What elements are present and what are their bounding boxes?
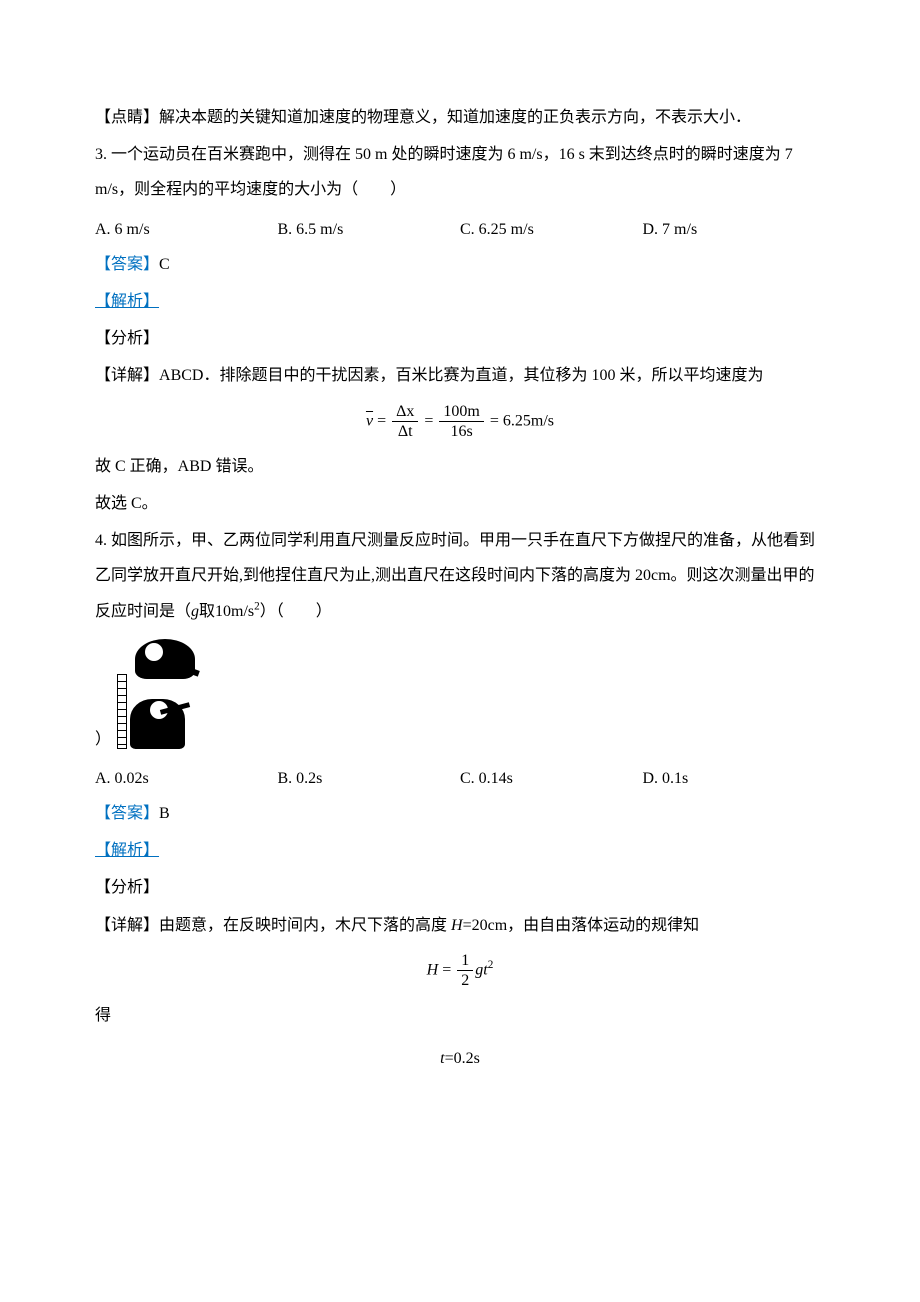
q4-g-value: 10m/s bbox=[215, 603, 254, 620]
q3-stem: 3. 一个运动员在百米赛跑中，测得在 50 m 处的瞬时速度为 6 m/s，16… bbox=[95, 137, 825, 207]
q4-stem: 4. 如图所示，甲、乙两位同学利用直尺测量反应时间。甲用一只手在直尺下方做捏尺的… bbox=[95, 523, 825, 629]
q3-conclusion1: 故 C 正确，ABD 错误。 bbox=[95, 449, 825, 484]
q3-number: 3. bbox=[95, 146, 107, 163]
q4-answer-value: B bbox=[159, 805, 170, 822]
q3-formula: v = Δx Δt = 100m 16s = 6.25m/s bbox=[95, 402, 825, 441]
q3-conclusion2: 故选 C。 bbox=[95, 486, 825, 521]
q3-option-a: A. 6 m/s bbox=[95, 212, 278, 247]
q3-detail-label: 【详解】 bbox=[95, 367, 159, 384]
q4-result-text: =0.2s bbox=[445, 1050, 480, 1067]
q3-option-d: D. 7 m/s bbox=[643, 212, 826, 247]
q4-figure-bracket: ） bbox=[95, 722, 111, 757]
q4-figure-row: ） bbox=[95, 631, 825, 757]
q4-detail-post: =20cm，由自由落体运动的规律知 bbox=[463, 917, 700, 934]
q4-g-text: 取 bbox=[199, 603, 215, 620]
q2-remark: 【点睛】解决本题的关键知道加速度的物理意义，知道加速度的正负表示方向，不表示大小… bbox=[95, 100, 825, 135]
q3-formula-result: 6.25m/s bbox=[503, 412, 554, 429]
q4-jiexi-label: 【解析】 bbox=[95, 833, 825, 868]
q3-frac1-num: Δx bbox=[392, 402, 418, 422]
q4-stem-part2: ）（ ） bbox=[260, 603, 332, 620]
q3-fenxi-label: 【分析】 bbox=[95, 321, 825, 356]
q4-result: t=0.2s bbox=[95, 1041, 825, 1076]
q4-formula-lhs: H bbox=[427, 961, 439, 978]
q3-option-b: B. 6.5 m/s bbox=[278, 212, 461, 247]
q4-detail-label: 【详解】 bbox=[95, 917, 159, 934]
q4-formula-eq: = bbox=[438, 961, 455, 978]
q3-detail-prefix: ABCD．排除题目中的干扰因素，百米比赛为直道，其位移为 100 米，所以平均速… bbox=[159, 367, 763, 384]
q4-fenxi-label: 【分析】 bbox=[95, 870, 825, 905]
q4-illustration bbox=[115, 639, 205, 749]
q4-options: A. 0.02s B. 0.2s C. 0.14s D. 0.1s bbox=[95, 761, 825, 796]
q4-formula-exp: 2 bbox=[488, 959, 494, 971]
q4-option-b: B. 0.2s bbox=[278, 761, 461, 796]
q4-option-c: C. 0.14s bbox=[460, 761, 643, 796]
q3-stem-text: 一个运动员在百米赛跑中，测得在 50 m 处的瞬时速度为 6 m/s，16 s … bbox=[95, 146, 793, 198]
q3-jiexi-label: 【解析】 bbox=[95, 284, 825, 319]
q3-option-c: C. 6.25 m/s bbox=[460, 212, 643, 247]
q4-formula-num: 1 bbox=[457, 951, 473, 971]
q3-frac2-den: 16s bbox=[439, 422, 483, 441]
q4-detail-pre: 由题意，在反映时间内，木尺下落的高度 bbox=[159, 917, 451, 934]
q4-formula: H = 1 2 gt2 bbox=[95, 951, 825, 990]
q4-detail: 【详解】由题意，在反映时间内，木尺下落的高度 H=20cm，由自由落体运动的规律… bbox=[95, 908, 825, 943]
q4-detail-var: H bbox=[451, 917, 463, 934]
q4-de: 得 bbox=[95, 998, 825, 1033]
q4-number: 4. bbox=[95, 532, 107, 549]
q4-option-d: D. 0.1s bbox=[643, 761, 826, 796]
q3-options: A. 6 m/s B. 6.5 m/s C. 6.25 m/s D. 7 m/s bbox=[95, 212, 825, 247]
q3-answer-value: C bbox=[159, 256, 170, 273]
q3-detail: 【详解】ABCD．排除题目中的干扰因素，百米比赛为直道，其位移为 100 米，所… bbox=[95, 358, 825, 393]
q4-formula-den: 2 bbox=[457, 971, 473, 990]
q4-option-a: A. 0.02s bbox=[95, 761, 278, 796]
q2-remark-text: 解决本题的关键知道加速度的物理意义，知道加速度的正负表示方向，不表示大小． bbox=[159, 109, 751, 126]
q3-formula-lhs: v bbox=[366, 412, 373, 429]
q3-frac1-den: Δt bbox=[392, 422, 418, 441]
q3-frac2-num: 100m bbox=[439, 402, 483, 422]
q2-remark-label: 【点睛】 bbox=[95, 109, 159, 126]
q3-answer-line: 【答案】C bbox=[95, 247, 825, 282]
ruler-icon bbox=[117, 674, 127, 749]
q4-g-var: g bbox=[191, 603, 199, 620]
q3-answer-label: 【答案】 bbox=[95, 256, 159, 273]
q4-answer-line: 【答案】B bbox=[95, 796, 825, 831]
q4-answer-label: 【答案】 bbox=[95, 805, 159, 822]
